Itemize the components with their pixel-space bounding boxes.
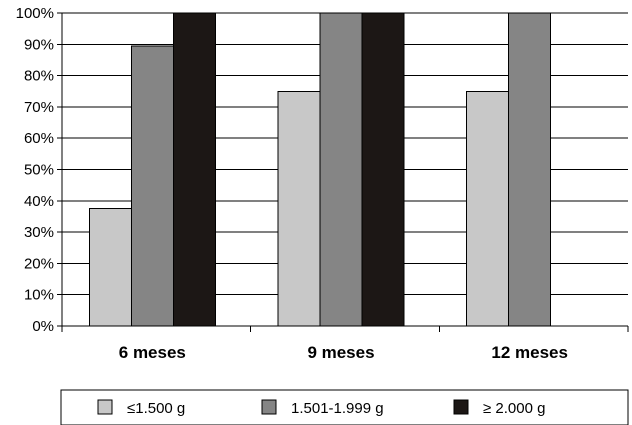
bar [466,90,510,327]
legend-swatch [97,399,113,415]
legend-label: ≥ 2.000 g [483,400,545,417]
legend-label: ≤1.500 g [127,400,185,417]
y-tick-label: 60% [24,130,54,147]
y-tick-label: 10% [24,287,54,304]
bar [277,90,321,327]
legend-swatch [261,399,277,415]
y-tick-label: 80% [24,68,54,85]
bar [361,12,405,327]
y-tick-label: 0% [32,318,54,335]
y-tick-label: 90% [24,36,54,53]
y-tick-label: 100% [16,5,54,22]
y-tick-label: 70% [24,99,54,116]
legend-swatch [453,399,469,415]
x-category-label: 6 meses [119,343,186,362]
y-tick-label: 30% [24,224,54,241]
x-category-label: 9 meses [307,343,374,362]
legend-label: 1.501-1.999 g [291,400,384,417]
bar [319,12,363,327]
x-category-labels: 6 meses 9 meses 12 meses [119,343,568,362]
bar [172,12,216,327]
axes [57,12,629,332]
bars [88,12,552,327]
y-tick-labels: 0% 10% 20% 30% 40% 50% 60% 70% 80% 90% 100% [16,5,54,335]
bar [130,45,174,327]
legend: ≤1.500 g 1.501-1.999 g ≥ 2.000 g [60,389,629,425]
y-tick-label: 50% [24,162,54,179]
legend-box [60,389,629,425]
bar [88,208,132,327]
bar [508,12,552,327]
y-tick-label: 40% [24,193,54,210]
x-category-label: 12 meses [491,343,568,362]
y-tick-label: 20% [24,255,54,272]
